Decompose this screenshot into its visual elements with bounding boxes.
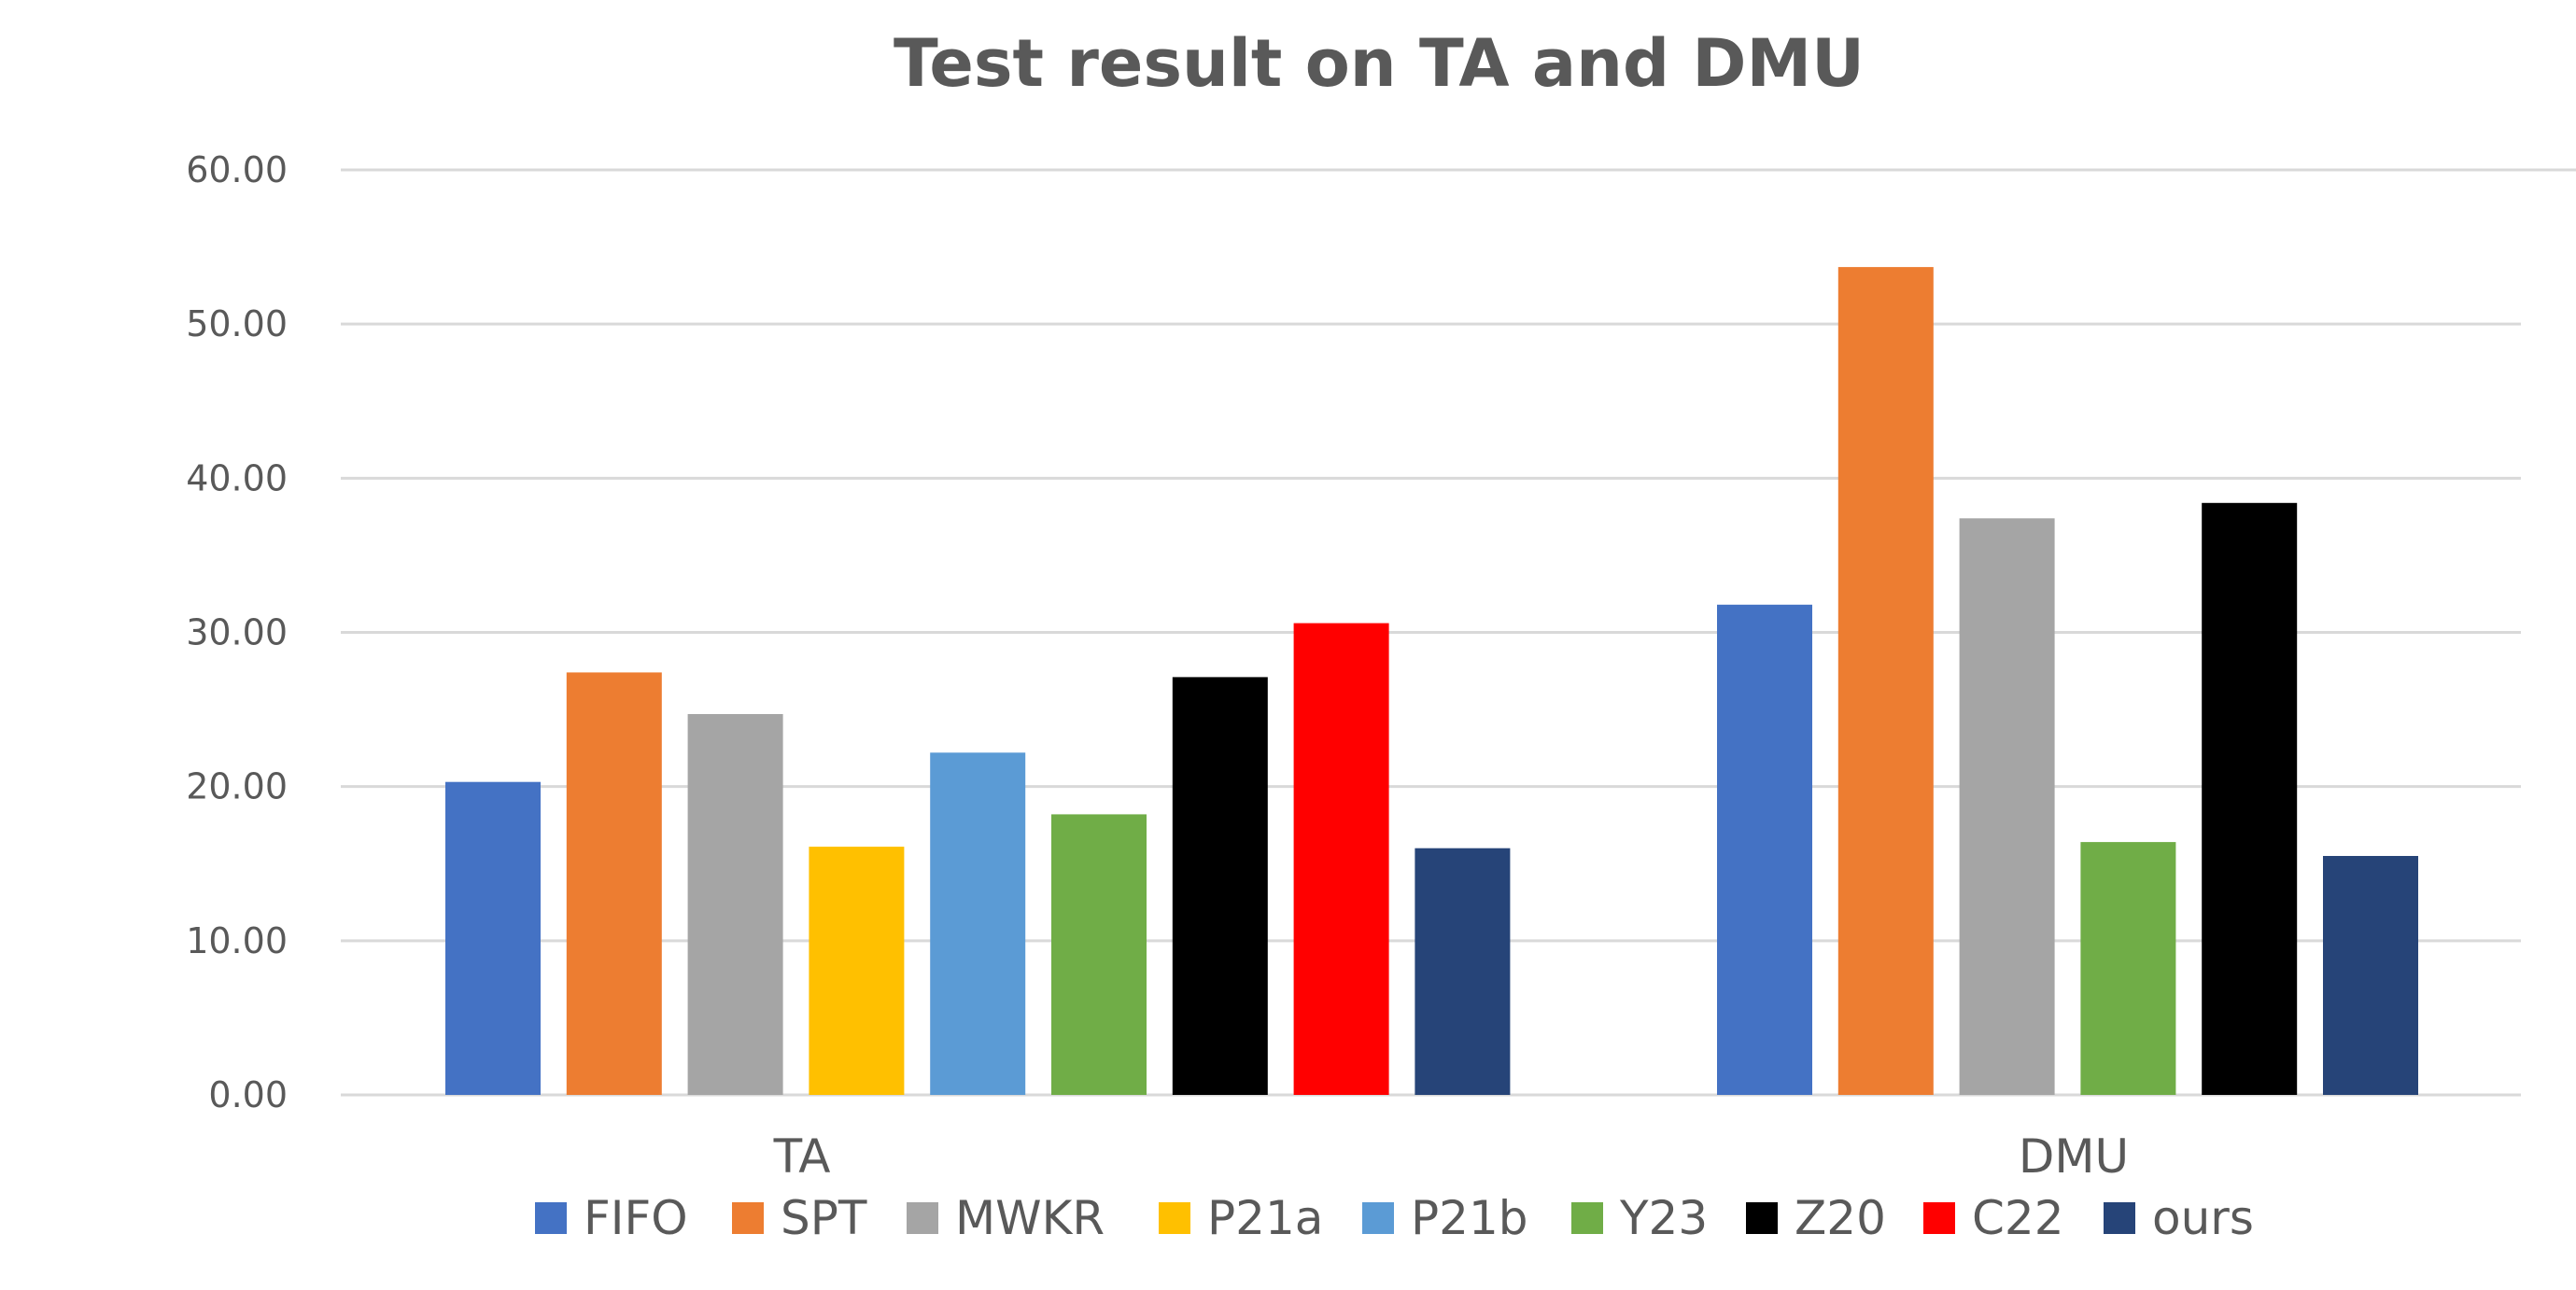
bar-mwkr-dmu — [1959, 518, 2055, 1095]
legend-label: Y23 — [1619, 1191, 1708, 1245]
legend-label: Z20 — [1795, 1191, 1886, 1245]
legend-item-mwkr: MWKR — [907, 1191, 1105, 1245]
y-tick-label: 50.00 — [186, 303, 288, 344]
bar-fifo-ta — [445, 781, 541, 1095]
bar-ours-ta — [1415, 848, 1511, 1095]
bar-spt-dmu — [1837, 267, 1934, 1096]
legend-swatch — [1571, 1202, 1603, 1234]
legend-label: P21b — [1411, 1191, 1528, 1245]
legend-label: FIFO — [584, 1191, 688, 1245]
category-label-dmu: DMU — [2019, 1129, 2129, 1184]
legend-item-y23: Y23 — [1571, 1191, 1708, 1245]
legend-swatch — [1159, 1202, 1190, 1234]
legend-label: C22 — [1972, 1191, 2064, 1245]
y-tick-label: 20.00 — [186, 766, 288, 807]
y-tick-label: 0.00 — [208, 1074, 288, 1115]
bar-z20-dmu — [2202, 502, 2298, 1095]
bars — [445, 267, 2418, 1096]
legend-swatch — [1746, 1202, 1778, 1234]
legend-item-fifo: FIFO — [535, 1191, 688, 1245]
bar-fifo-dmu — [1717, 604, 1812, 1095]
legend-item-spt: SPT — [732, 1191, 867, 1245]
bar-y23-ta — [1051, 814, 1147, 1095]
legend-swatch — [2104, 1202, 2135, 1234]
legend-item-c22: C22 — [1923, 1191, 2064, 1245]
bar-y23-dmu — [2080, 842, 2176, 1095]
y-axis-tick-labels: 0.00 10.00 20.00 30.00 40.00 50.00 60.00 — [186, 149, 288, 1115]
bar-p21a-ta — [809, 847, 905, 1095]
legend-label: MWKR — [955, 1191, 1105, 1245]
y-tick-label: 60.00 — [186, 149, 288, 190]
legend-swatch — [907, 1202, 938, 1234]
bar-ours-dmu — [2323, 856, 2418, 1095]
legend-swatch — [1362, 1202, 1394, 1234]
legend: FIFO SPT MWKR P21a P21b Y23 Z20 C22 ours — [535, 1191, 2254, 1245]
chart-title: Test result on TA and DMU — [894, 25, 1865, 102]
y-tick-label: 40.00 — [186, 457, 288, 498]
legend-item-z20: Z20 — [1746, 1191, 1886, 1245]
bar-p21b-ta — [930, 752, 1026, 1095]
legend-item-p21b: P21b — [1362, 1191, 1528, 1245]
legend-label: P21a — [1207, 1191, 1323, 1245]
legend-label: ours — [2152, 1191, 2254, 1245]
bar-spt-ta — [566, 672, 662, 1095]
legend-swatch — [1923, 1202, 1955, 1234]
bar-z20-ta — [1172, 677, 1268, 1095]
y-tick-label: 30.00 — [186, 612, 288, 653]
legend-swatch — [535, 1202, 567, 1234]
y-tick-label: 10.00 — [186, 920, 288, 961]
legend-swatch — [732, 1202, 764, 1234]
bar-c22-ta — [1293, 623, 1389, 1095]
legend-label: SPT — [781, 1191, 867, 1245]
legend-item-p21a: P21a — [1159, 1191, 1323, 1245]
legend-item-ours: ours — [2104, 1191, 2254, 1245]
category-label-ta: TA — [773, 1129, 831, 1184]
bar-mwkr-ta — [687, 714, 783, 1095]
x-axis-category-labels: TA DMU — [773, 1129, 2130, 1184]
